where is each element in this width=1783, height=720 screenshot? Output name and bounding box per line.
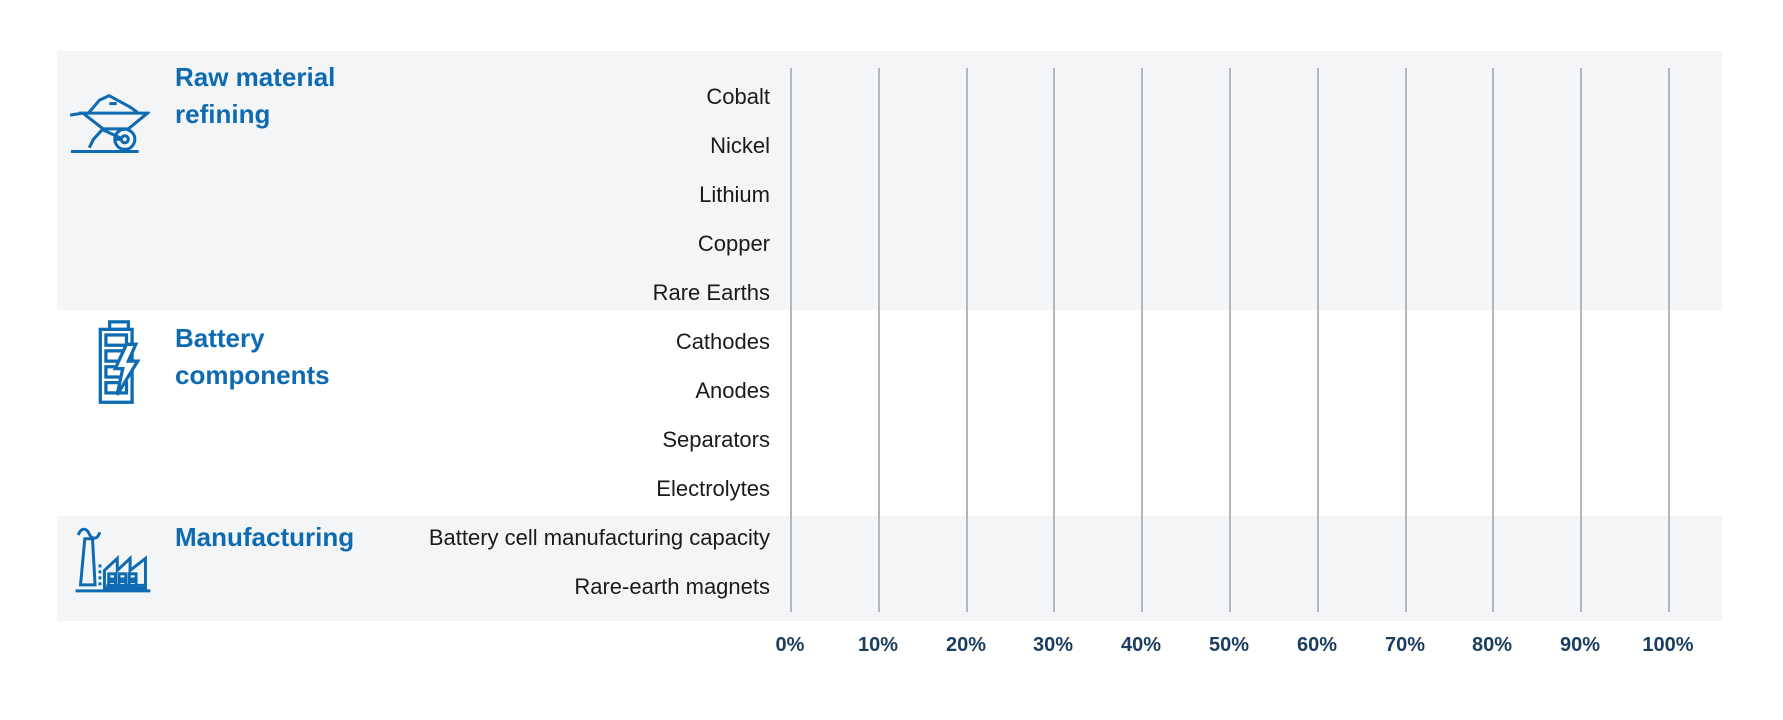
factory-icon — [72, 522, 154, 600]
section-band-raw-material — [57, 51, 1722, 310]
row-label-lithium: Lithium — [699, 182, 770, 207]
x-tick-50: 50% — [1208, 634, 1250, 656]
row-label-nickel: Nickel — [710, 133, 770, 158]
x-tick-30: 30% — [1032, 634, 1074, 656]
x-tick-100: 100% — [1642, 634, 1694, 656]
gridline-20 — [966, 68, 968, 612]
heading-line: Manufacturing — [175, 522, 355, 552]
row-label-copper: Copper — [697, 231, 770, 256]
x-tick-20: 20% — [945, 634, 987, 656]
gridline-30 — [1053, 68, 1055, 612]
heading-line: components — [175, 360, 330, 390]
gridline-40 — [1141, 68, 1143, 612]
row-label-rare-earth-magnets: Rare-earth magnets — [574, 574, 770, 599]
x-tick-10: 10% — [857, 634, 899, 656]
gridline-80 — [1492, 68, 1494, 612]
x-tick-60: 60% — [1296, 634, 1338, 656]
gridline-100 — [1668, 68, 1670, 612]
gridline-10 — [878, 68, 880, 612]
x-tick-40: 40% — [1120, 634, 1162, 656]
battery-icon — [94, 320, 144, 406]
gridline-90 — [1580, 68, 1582, 612]
x-tick-0: 0% — [775, 634, 805, 656]
section-heading-raw-material-refining: Raw material refining — [175, 59, 335, 133]
row-label-anodes: Anodes — [695, 378, 770, 403]
row-label-separators: Separators — [662, 427, 770, 452]
wheelbarrow-icon — [70, 87, 150, 155]
x-tick-70: 70% — [1384, 634, 1426, 656]
x-tick-80: 80% — [1471, 634, 1513, 656]
section-band-battery-components — [57, 310, 1722, 516]
section-heading-manufacturing: Manufacturing — [175, 519, 354, 556]
section-band-manufacturing — [57, 516, 1722, 621]
row-label-electrolytes: Electrolytes — [656, 476, 770, 501]
gridline-60 — [1317, 68, 1319, 612]
section-heading-battery-components: Battery components — [175, 320, 330, 394]
heading-line: refining — [175, 99, 271, 129]
heading-line: Raw material — [175, 62, 336, 92]
gridline-50 — [1229, 68, 1231, 612]
gridline-0 — [790, 68, 792, 612]
row-label-cathodes: Cathodes — [675, 329, 770, 354]
heading-line: Battery — [175, 323, 265, 353]
row-label-rare-earths: Rare Earths — [652, 280, 770, 305]
gridline-70 — [1405, 68, 1407, 612]
x-tick-90: 90% — [1559, 634, 1601, 656]
row-label-cobalt: Cobalt — [706, 84, 770, 109]
row-label-battery-cell-manufacturing-capacity: Battery cell manufacturing capacity — [428, 525, 770, 550]
